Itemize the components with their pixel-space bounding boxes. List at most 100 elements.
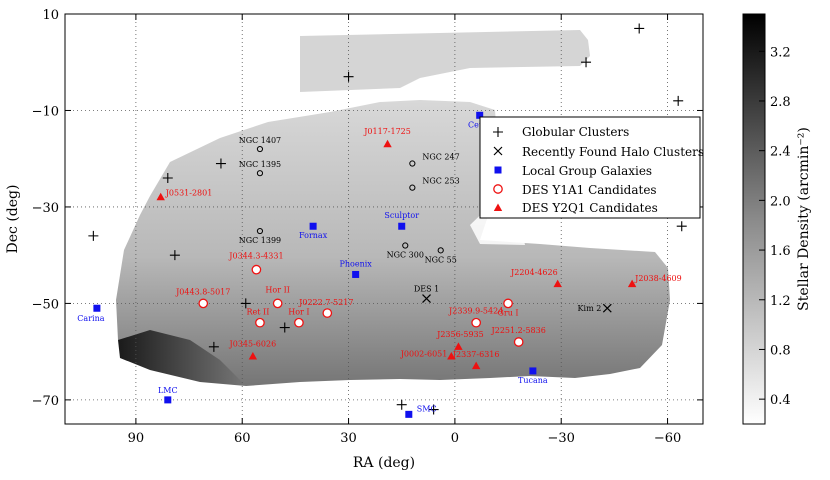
point-label: Phoenix — [339, 259, 372, 268]
data-point — [256, 145, 264, 153]
data-point — [503, 298, 513, 309]
data-point — [251, 264, 262, 275]
series-des-y2q1-candidates: J0117-1725 J0531-2801 J0345-6026 J2204-4626… — [156, 127, 682, 370]
data-point — [88, 230, 99, 241]
data-point — [294, 317, 304, 328]
point-label: J0344.3-4331 — [228, 252, 283, 261]
point-label: J0117-1725 — [363, 127, 411, 136]
point-label: NGC 300 — [387, 251, 424, 260]
legend-label-local-group: Local Group Galaxies — [522, 164, 652, 178]
x-axis: 90 60 30 0 −30 −60 — [128, 14, 681, 446]
legend-marker — [493, 203, 503, 211]
point-label: DES 1 — [414, 285, 439, 294]
legend-marker — [493, 127, 503, 137]
legend-marker — [494, 166, 502, 174]
point-label: Tucana — [518, 376, 548, 385]
data-point — [409, 184, 416, 191]
data-point — [529, 367, 537, 375]
x-tick-label: 30 — [340, 431, 357, 446]
colorbar-tick-label: 0.8 — [770, 343, 791, 358]
grid-lines — [65, 14, 703, 424]
data-point — [422, 294, 431, 304]
point-label: Sculptor — [384, 211, 419, 220]
legend-label-y2q1: DES Y2Q1 Candidates — [522, 201, 658, 215]
colorbar-tick-label: 0.4 — [770, 393, 791, 408]
colorbar-tick-label: 3.2 — [770, 45, 791, 60]
point-label: J0531-2801 — [165, 188, 213, 197]
point-label: J2251.2-5836 — [491, 326, 546, 335]
x-tick-label: −30 — [548, 431, 575, 446]
colorbar-tick-label: 1.2 — [770, 294, 791, 309]
legend: Globular Clusters Recently Found Halo Cl… — [479, 116, 704, 219]
data-point — [343, 71, 354, 82]
point-label: NGC 1395 — [239, 160, 281, 169]
point-label: Gru I — [498, 308, 519, 317]
y-axis-label: Dec (deg) — [5, 185, 21, 254]
data-point — [396, 399, 407, 410]
x-tick-label: −60 — [654, 431, 681, 446]
data-point — [309, 222, 317, 230]
data-point — [553, 279, 562, 288]
legend-marker — [493, 184, 503, 194]
y-tick-label: −70 — [32, 394, 59, 409]
point-label: Hor I — [288, 308, 309, 317]
point-label: J0002-6051 — [400, 349, 448, 358]
data-point — [676, 221, 687, 232]
plot-frame — [64, 13, 704, 425]
data-point — [471, 317, 482, 328]
data-point — [198, 298, 209, 309]
data-point — [454, 342, 463, 350]
legend-marker — [493, 146, 503, 156]
legend-box — [479, 116, 701, 219]
legend-markers — [493, 127, 503, 211]
x-axis-label: RA (deg) — [353, 455, 415, 471]
data-point — [602, 303, 612, 313]
point-label: NGC 1407 — [239, 136, 281, 145]
colorbar-tick-label: 2.4 — [770, 145, 791, 160]
point-label: J2356-5935 — [436, 330, 484, 339]
series-local-group-galaxies: CetusFornaxSculptorPhoenixCarinaLMCSMCTu… — [77, 111, 548, 418]
point-label: J2339.9-5424 — [448, 307, 503, 316]
point-label: Ret II — [247, 308, 270, 317]
data-point — [215, 158, 226, 169]
data-point — [272, 298, 283, 309]
data-point — [256, 170, 264, 177]
x-tick-label: 60 — [234, 431, 251, 446]
x-tick-label: 90 — [128, 431, 145, 446]
point-label: Hor II — [265, 285, 289, 294]
data-marks: DES 1 Kim 2 NGC 1407 NGC 1395 NGC 1399 NGC 24… — [77, 23, 687, 418]
data-point — [279, 322, 290, 333]
data-point — [428, 404, 439, 415]
point-label: J0222.7-5217 — [298, 298, 353, 307]
point-label: LMC — [158, 386, 178, 395]
point-label: J2204-4626 — [510, 268, 558, 277]
data-point — [256, 227, 264, 235]
data-point — [476, 111, 484, 119]
point-label: J2038-4609 — [634, 274, 682, 283]
series-ngc-clusters: NGC 1407 NGC 1395 NGC 1399 NGC 247 NGC 253 NG… — [239, 136, 460, 264]
point-label: J0345-6026 — [229, 339, 277, 348]
y-tick-label: −30 — [32, 201, 59, 216]
data-point — [352, 270, 360, 278]
data-point — [627, 279, 637, 288]
data-point — [402, 242, 409, 249]
y-tick-label: −10 — [32, 104, 59, 119]
data-point — [513, 337, 524, 347]
data-point — [169, 250, 180, 261]
data-point — [398, 222, 406, 230]
point-label: J2337-6316 — [452, 350, 500, 359]
legend-label-y1a1: DES Y1A1 Candidates — [522, 183, 657, 197]
legend-label-globular: Globular Clusters — [522, 125, 629, 139]
colorbar-tick-label: 1.6 — [770, 244, 791, 259]
data-point — [208, 341, 219, 352]
data-point — [248, 351, 258, 360]
series-des-y1a1-candidates: J0344.3-4331 J0443.8-5017 Hor II Ret II Hor … — [175, 252, 546, 347]
y-tick-label: 10 — [42, 8, 59, 23]
point-label: Carina — [77, 314, 104, 323]
data-point — [156, 192, 165, 201]
point-label: NGC 247 — [422, 153, 459, 162]
y-tick-label: −50 — [32, 297, 59, 312]
data-point — [437, 247, 444, 254]
survey-footprint — [116, 30, 670, 386]
point-label: J0443.8-5017 — [175, 287, 230, 296]
